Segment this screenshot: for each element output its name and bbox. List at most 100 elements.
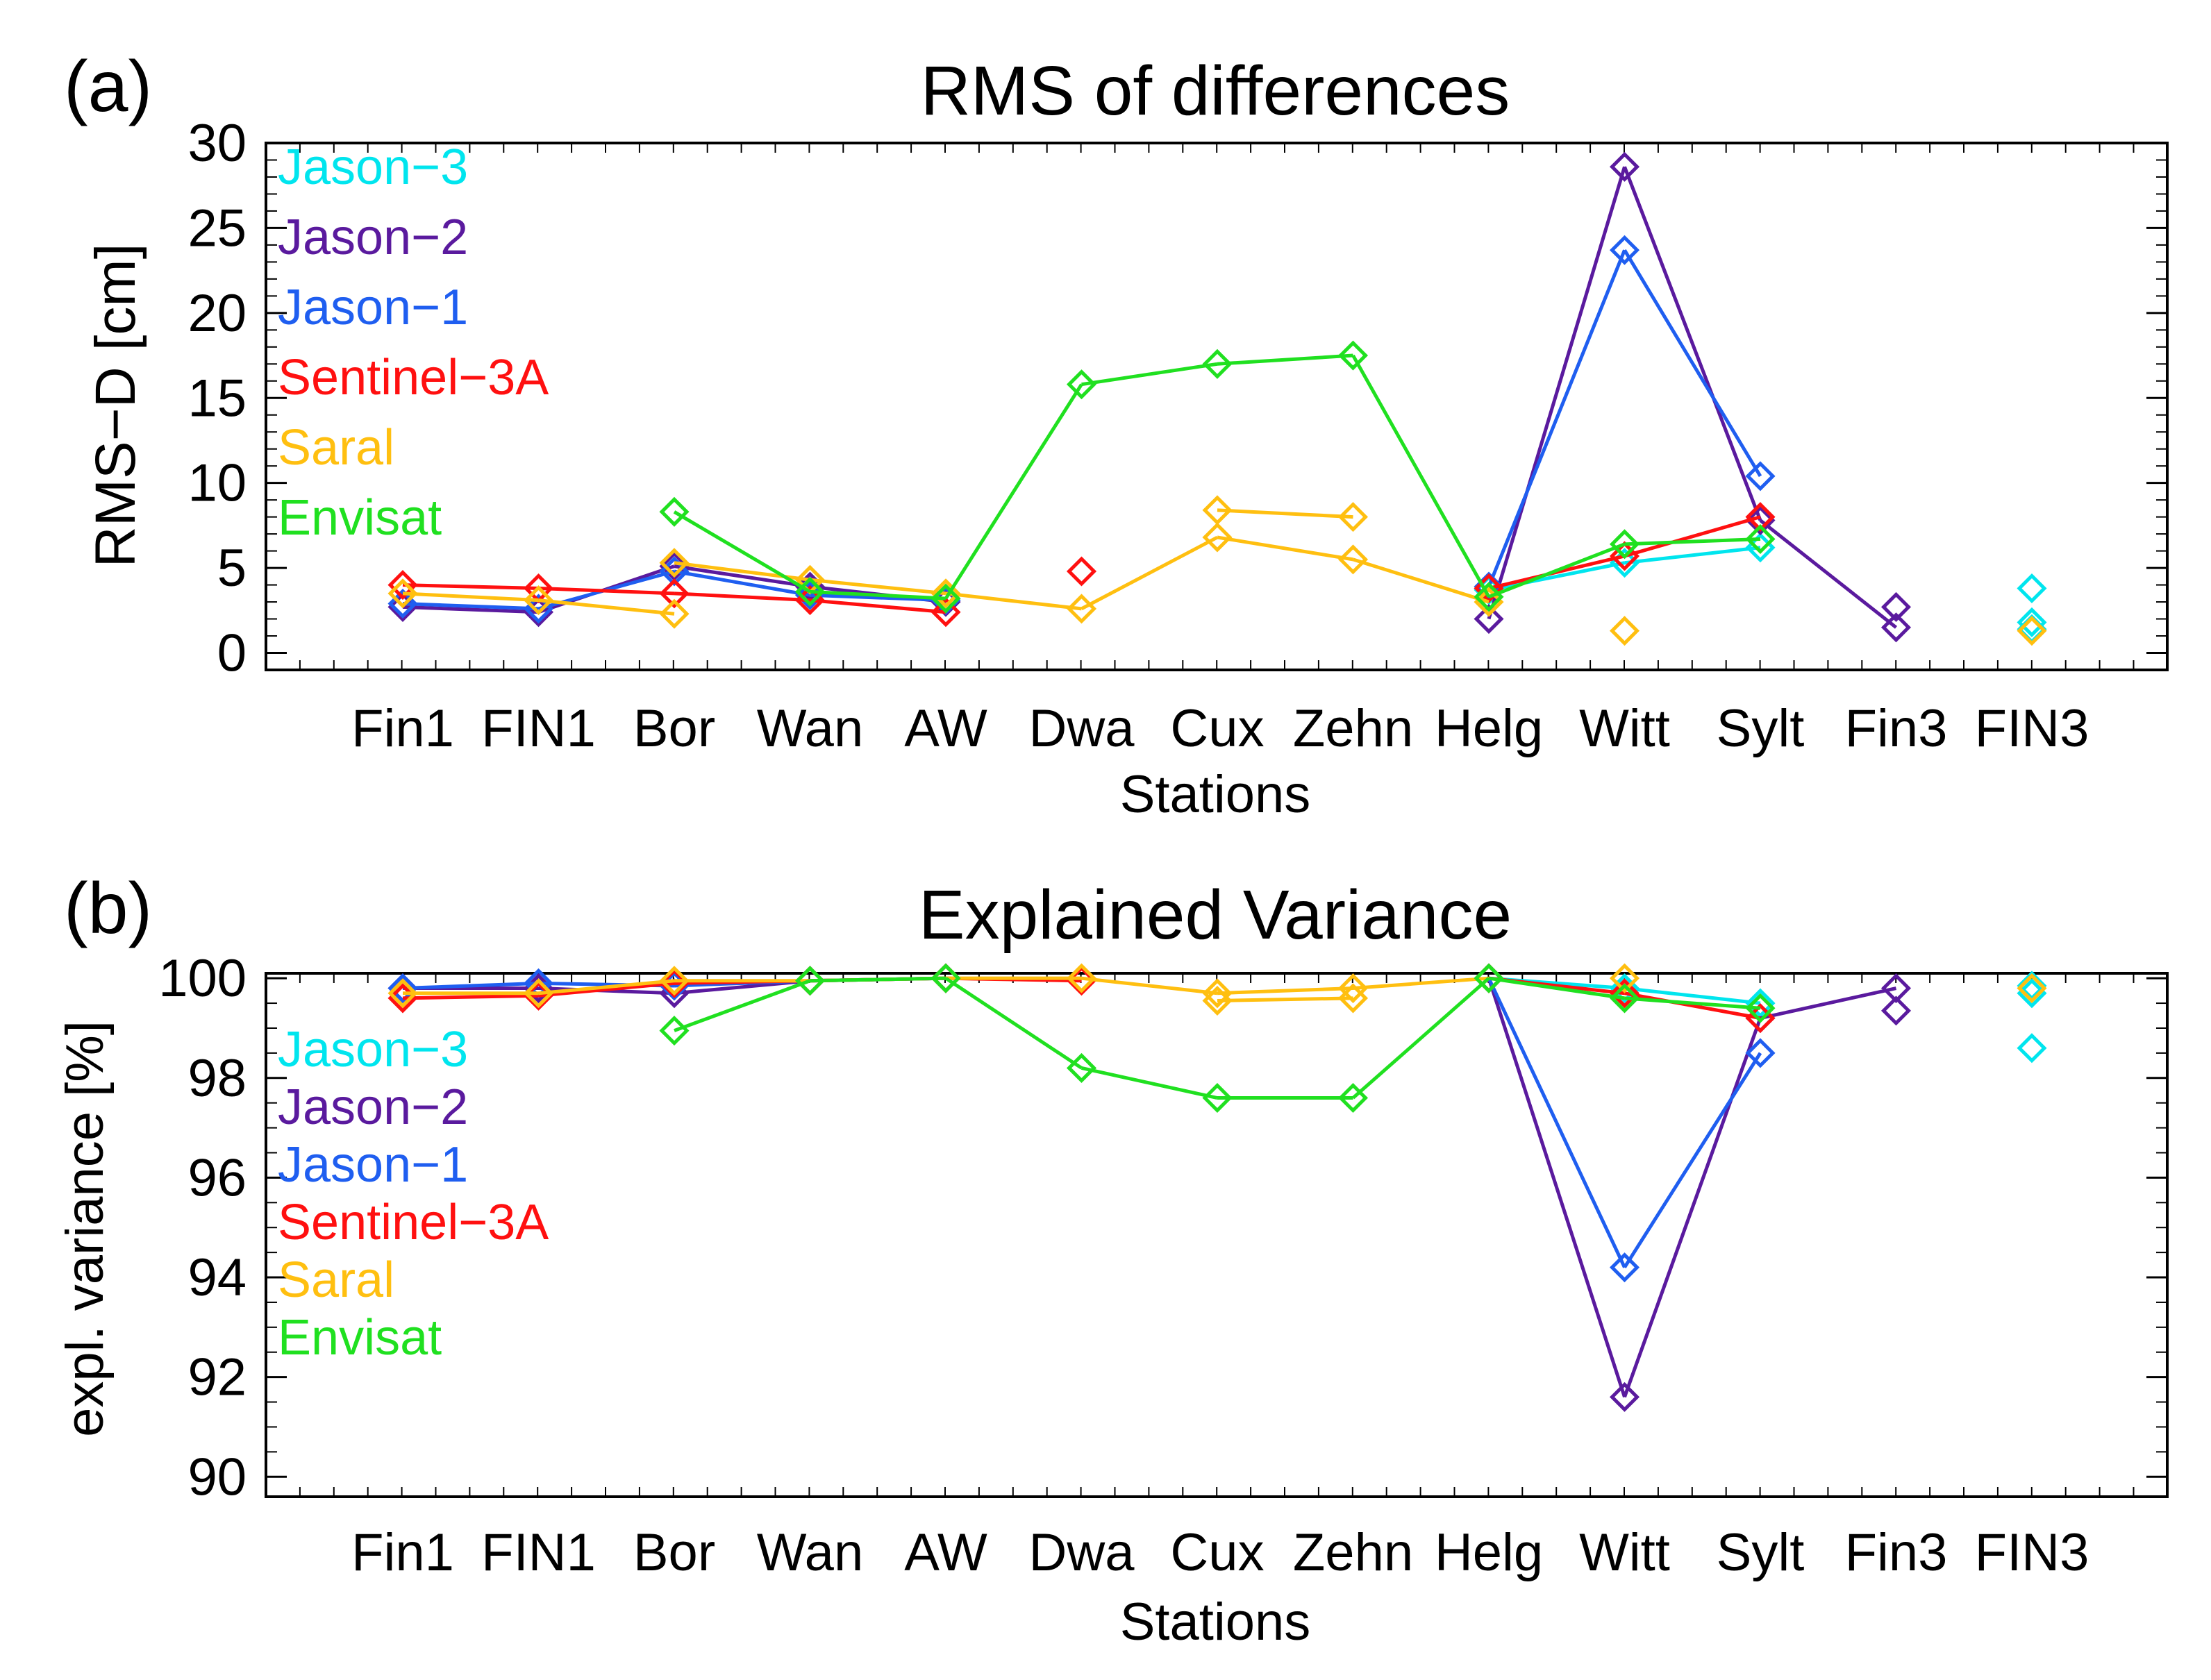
x-axis-label-a: Stations [1120, 765, 1311, 824]
series-line-segment [674, 564, 810, 589]
chart-title-a: RMS of differences [921, 52, 1510, 130]
series-line-segment [1624, 546, 1761, 565]
x-tick-label: Wan [757, 699, 863, 758]
data-point-marker [1337, 973, 1369, 1004]
legend-entry: Envisat [278, 1310, 442, 1366]
data-point-marker [1745, 505, 1776, 536]
x-tick-label: Witt [1579, 699, 1670, 758]
series-envisat [659, 963, 1776, 1114]
legend-entry: Jason−1 [278, 280, 468, 335]
legend-entry: Jason−3 [278, 140, 468, 195]
series-line-segment [1217, 986, 1353, 996]
data-point-marker [1474, 582, 1504, 612]
data-point-marker [1066, 1052, 1097, 1083]
y-tick-label: 98 [187, 1049, 247, 1108]
series-line-segment [1217, 508, 1353, 519]
legend-entry: Jason−3 [278, 1022, 468, 1077]
series-line-segment [402, 602, 539, 611]
legend-entry: Saral [278, 1252, 394, 1308]
x-tick-label: Zehn [1293, 699, 1413, 758]
data-point-marker [1609, 529, 1640, 560]
data-point-marker [1202, 522, 1233, 553]
x-tick-label: AW [904, 699, 987, 758]
data-point-marker [1609, 1252, 1640, 1283]
data-point-marker [2017, 973, 2047, 1004]
series-line-segment [1624, 515, 1761, 558]
x-tick-label: Bor [633, 699, 715, 758]
x-tick-label: AW [904, 1523, 987, 1582]
legend-entry: Jason−2 [278, 1080, 468, 1135]
series-line-segment [674, 569, 810, 597]
series-line-segment [538, 598, 675, 616]
y-tick-label: 10 [187, 454, 247, 513]
x-tick-label: Cux [1170, 1523, 1264, 1582]
series-line-segment [1759, 519, 1898, 629]
legend-entry: Sentinel−3A [278, 1195, 549, 1250]
data-point-marker [2017, 971, 2047, 1001]
series-line-segment [1081, 535, 1219, 611]
series-line-segment [402, 981, 539, 991]
data-point-marker [523, 978, 554, 1009]
x-tick-label: FIN3 [1975, 699, 2089, 758]
series-line-segment [1488, 561, 1625, 592]
series-jason-2 [387, 151, 1912, 643]
data-point-marker [794, 966, 826, 996]
data-point-marker [1066, 369, 1097, 400]
y-tick-label: 15 [187, 369, 247, 428]
data-point-marker [387, 978, 418, 1009]
legend-entry: Sentinel−3A [278, 350, 549, 405]
x-tick-label: Zehn [1293, 1523, 1413, 1582]
y-tick-label: 30 [187, 114, 247, 173]
data-point-marker [387, 973, 418, 1004]
series-line-segment [944, 383, 1083, 600]
data-point-marker [2017, 607, 2047, 637]
series-line-segment [1351, 977, 1490, 1100]
data-point-marker [1474, 604, 1504, 635]
series-line-segment [1353, 976, 1490, 991]
data-point-marker [1337, 983, 1369, 1014]
x-tick-label: FIN1 [481, 1523, 596, 1582]
legend-entry: Envisat [278, 490, 442, 546]
series-line-segment [1624, 996, 1761, 1010]
panel-a: (a) RMS of differences RMS−D [cm] Statio… [64, 47, 2169, 824]
y-tick-label: 25 [187, 199, 247, 258]
x-tick-label: Fin3 [1845, 699, 1948, 758]
series-line-segment [402, 993, 539, 1000]
data-point-marker [931, 597, 961, 628]
data-point-marker [659, 578, 690, 609]
series-line-segment [1351, 354, 1491, 598]
y-tick-label: 100 [158, 949, 247, 1008]
data-point-marker [794, 576, 826, 607]
x-tick-label: Helg [1435, 1523, 1543, 1582]
panel-label-a: (a) [64, 47, 152, 127]
series-line-segment [1217, 535, 1353, 562]
data-point-marker [659, 548, 690, 578]
series-jason-2 [387, 963, 1912, 1412]
series-line-segment [945, 591, 1082, 611]
series-line-segment [810, 976, 946, 983]
series-group-b [387, 963, 2047, 1412]
series-line-segment [1488, 542, 1626, 599]
data-point-marker [1745, 502, 1776, 532]
series-line-segment [810, 589, 946, 600]
data-point-marker [1337, 1082, 1369, 1114]
x-tick-label: Fin1 [351, 699, 454, 758]
data-point-marker [1066, 594, 1097, 624]
data-point-marker [1202, 495, 1233, 526]
data-point-marker [1609, 978, 1640, 1009]
data-point-marker [1609, 1381, 1640, 1412]
data-point-marker [1066, 963, 1097, 993]
axes-b: 90 92 94 96 98 100 Fin1 FIN1 Bor Wan AW Dwa Cux Zehn H… [158, 949, 2167, 1582]
data-point-marker [1880, 996, 1912, 1026]
data-point-marker [387, 570, 418, 600]
series-line-segment [810, 598, 946, 614]
data-point-marker [659, 966, 690, 996]
data-point-marker [931, 583, 961, 614]
data-point-marker [2017, 573, 2047, 604]
x-tick-label: Dwa [1028, 1523, 1135, 1582]
series-line-segment [1487, 249, 1626, 587]
series-line-segment [1760, 986, 1897, 1020]
data-point-marker [659, 496, 690, 527]
data-point-marker [1202, 978, 1233, 1009]
